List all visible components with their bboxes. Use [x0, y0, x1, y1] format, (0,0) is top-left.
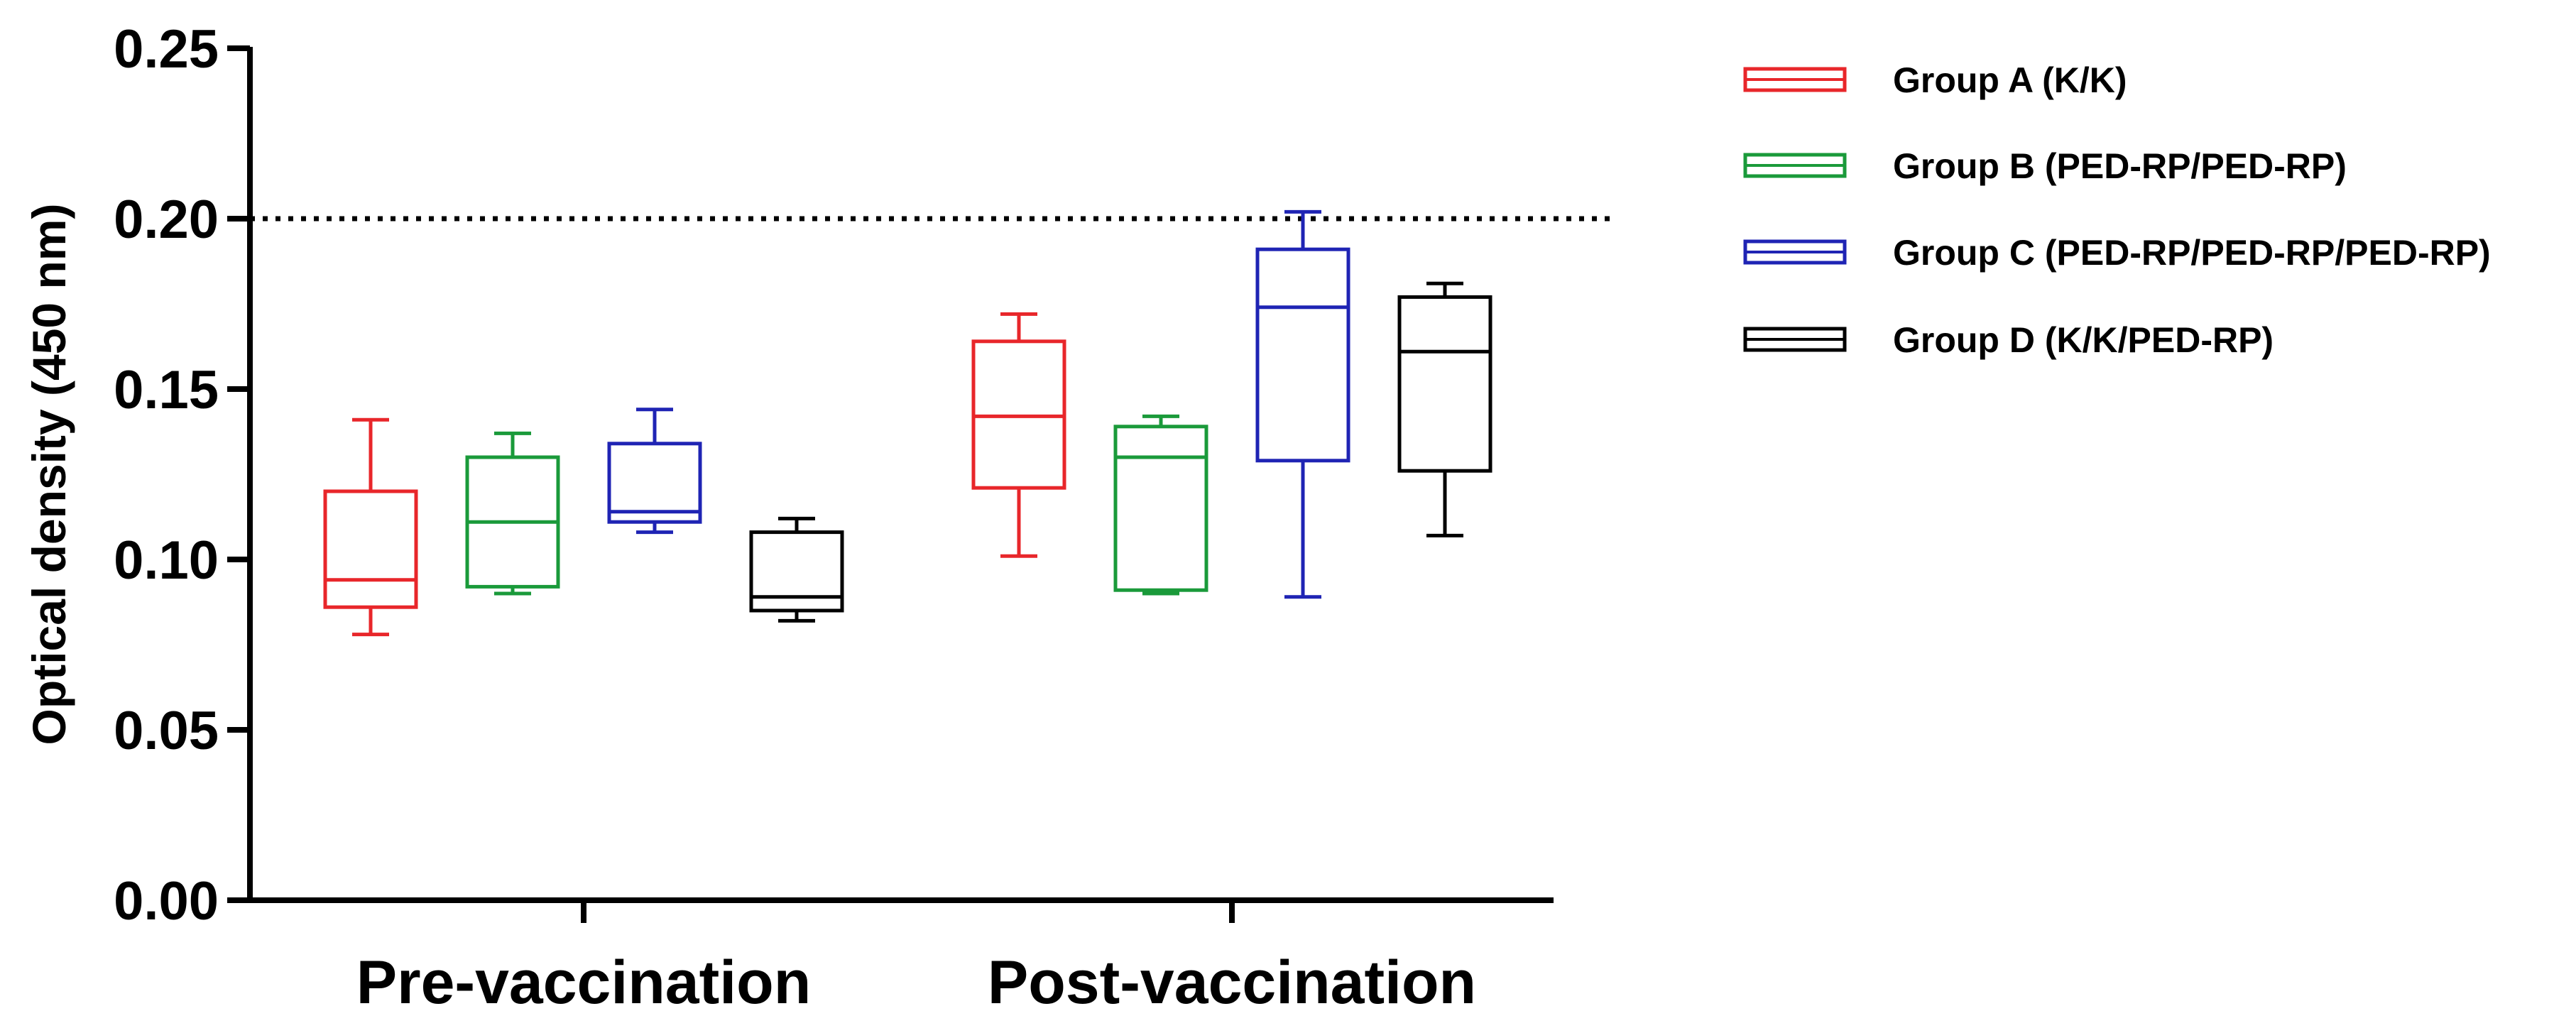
iqr-box	[1113, 425, 1208, 592]
box-4-pre-vaccination	[749, 516, 844, 623]
legend-label: Group D (K/K/PED-RP)	[1893, 320, 2274, 360]
box-2-pre-vaccination	[465, 431, 560, 596]
legend-item: Group C (PED-RP/PED-RP/PED-RP)	[1743, 233, 2491, 273]
iqr-box	[749, 530, 844, 613]
y-tick-label: 0.20	[114, 190, 219, 250]
legend-item: Group D (K/K/PED-RP)	[1743, 320, 2274, 360]
category-label: Pre-vaccination	[356, 949, 811, 1017]
iqr-box	[1255, 247, 1350, 463]
y-tick-label: 0.10	[114, 530, 219, 591]
legend-label: Group B (PED-RP/PED-RP)	[1893, 146, 2347, 186]
y-axis-title: Optical density (450 nm)	[23, 204, 75, 745]
legend-item: Group A (K/K)	[1743, 60, 2127, 100]
iqr-box	[607, 442, 702, 524]
y-tick-label: 0.25	[114, 19, 219, 80]
category-label: Post-vaccination	[988, 949, 1476, 1017]
box-1-post-vaccination	[971, 312, 1066, 558]
box-1-pre-vaccination	[323, 417, 418, 637]
box-2-post-vaccination	[1113, 414, 1208, 596]
box-3-pre-vaccination	[607, 408, 702, 535]
legend-item: Group B (PED-RP/PED-RP)	[1743, 146, 2347, 186]
iqr-box	[1397, 295, 1492, 473]
legend-label: Group C (PED-RP/PED-RP/PED-RP)	[1893, 233, 2491, 273]
legend-label: Group A (K/K)	[1893, 60, 2127, 100]
box-4-post-vaccination	[1397, 281, 1492, 537]
y-tick-label: 0.15	[114, 360, 219, 420]
y-tick-label: 0.00	[114, 871, 219, 931]
y-tick-label: 0.05	[114, 701, 219, 761]
box-3-post-vaccination	[1255, 209, 1350, 599]
iqr-box	[323, 489, 418, 609]
